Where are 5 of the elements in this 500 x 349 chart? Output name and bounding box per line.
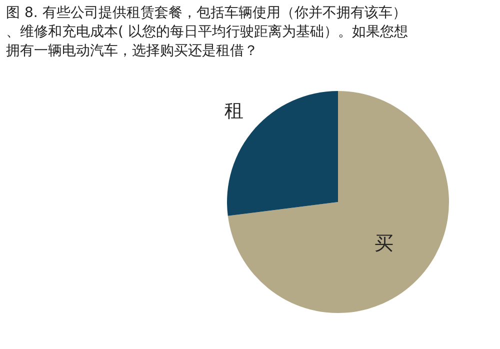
slice-label: 租: [224, 100, 244, 122]
title: 拥有一辆电动汽车，选择购买还是租借？: [6, 43, 258, 59]
title: 图 8. 有些公司提供租赁套餐，包括车辆使用（你并不拥有该车）: [6, 5, 406, 21]
slice-label: 买: [374, 232, 394, 254]
title: 、维修和充电成本( 以您的每日平均行驶距离为基础）。如果您想: [6, 24, 408, 40]
